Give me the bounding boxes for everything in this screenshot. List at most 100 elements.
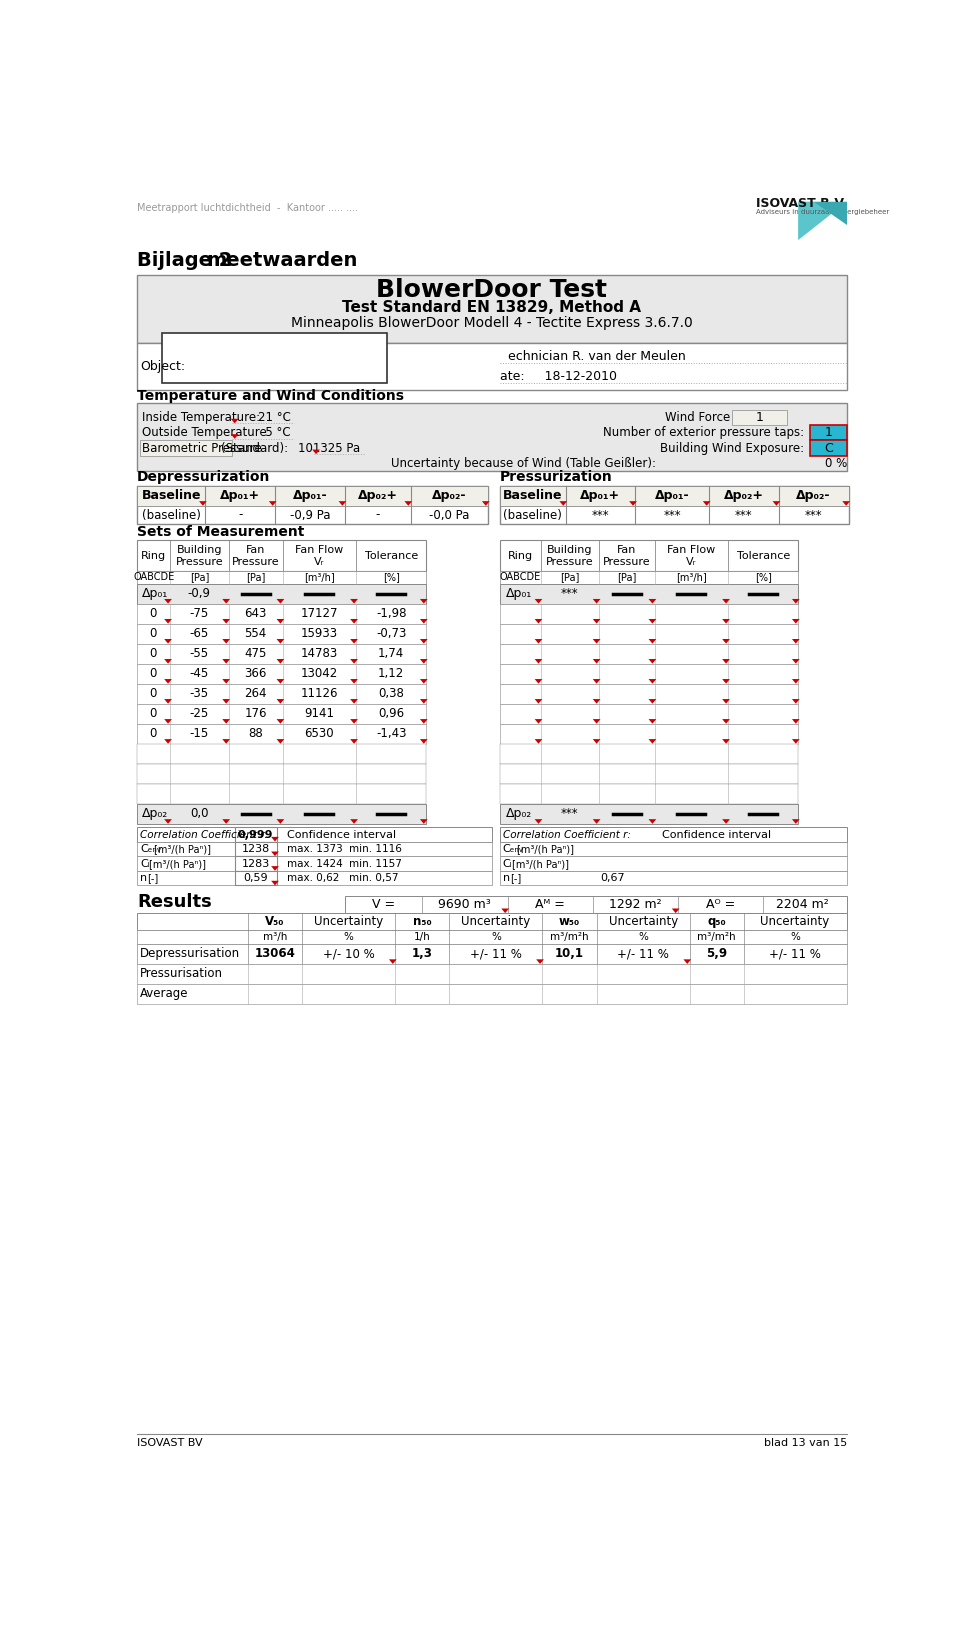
Text: %: % xyxy=(344,932,353,942)
Text: Cₑₙᵥ: Cₑₙᵥ xyxy=(140,844,161,854)
Text: 1: 1 xyxy=(756,411,763,424)
Bar xyxy=(137,404,847,471)
Bar xyxy=(809,425,847,440)
Text: Adviseurs in duurzaam energiebeheer: Adviseurs in duurzaam energiebeheer xyxy=(756,210,889,215)
Text: %: % xyxy=(638,932,648,942)
Text: 176: 176 xyxy=(245,707,267,720)
Text: Tolerance: Tolerance xyxy=(736,551,790,560)
Text: Tolerance: Tolerance xyxy=(365,551,418,560)
Text: Cₗ: Cₗ xyxy=(503,858,513,868)
Text: -65: -65 xyxy=(189,627,208,640)
Polygon shape xyxy=(199,502,206,505)
Text: 13042: 13042 xyxy=(300,668,338,681)
Polygon shape xyxy=(649,699,657,704)
Text: Aᴹ =: Aᴹ = xyxy=(535,898,565,911)
Bar xyxy=(137,643,426,663)
Polygon shape xyxy=(535,660,542,663)
Bar xyxy=(137,842,492,857)
Bar xyxy=(500,857,847,872)
Text: (baseline): (baseline) xyxy=(142,508,201,521)
Polygon shape xyxy=(271,852,278,857)
Text: n₅₀: n₅₀ xyxy=(413,915,432,929)
Text: [m³/(h Paⁿ)]: [m³/(h Paⁿ)] xyxy=(512,858,569,868)
Text: max. 1424: max. 1424 xyxy=(287,858,343,868)
Polygon shape xyxy=(792,639,800,643)
Bar xyxy=(500,583,798,604)
Polygon shape xyxy=(276,699,284,704)
Text: 101325 Pa: 101325 Pa xyxy=(299,441,360,454)
Text: 554: 554 xyxy=(245,627,267,640)
Polygon shape xyxy=(592,660,601,663)
Polygon shape xyxy=(722,699,730,704)
Text: Ring: Ring xyxy=(141,551,166,560)
Polygon shape xyxy=(792,599,800,604)
Text: 21 °C: 21 °C xyxy=(257,411,291,424)
Text: 14783: 14783 xyxy=(300,647,338,660)
Text: +/- 11 %: +/- 11 % xyxy=(617,948,669,961)
Text: 475: 475 xyxy=(245,647,267,660)
Text: 1238: 1238 xyxy=(242,844,270,854)
Polygon shape xyxy=(420,699,427,704)
Text: 0,59: 0,59 xyxy=(243,873,268,883)
Bar xyxy=(137,342,847,391)
Polygon shape xyxy=(560,502,567,505)
Bar xyxy=(500,643,798,663)
Polygon shape xyxy=(535,740,542,744)
Text: Baseline: Baseline xyxy=(141,489,201,502)
Polygon shape xyxy=(276,599,284,604)
Text: [m³/(h Paⁿ)]: [m³/(h Paⁿ)] xyxy=(155,844,211,854)
Bar xyxy=(137,684,426,704)
Bar xyxy=(500,704,798,723)
Bar xyxy=(500,663,798,684)
Bar xyxy=(500,485,849,505)
Bar xyxy=(500,784,798,803)
Text: Δp₀₁-: Δp₀₁- xyxy=(655,489,689,502)
Text: Cₗ: Cₗ xyxy=(140,858,150,868)
Text: Correlation Coefficient r:: Correlation Coefficient r: xyxy=(503,829,631,839)
Text: Building
Pressure: Building Pressure xyxy=(176,546,224,567)
Bar xyxy=(500,572,798,583)
Polygon shape xyxy=(722,679,730,684)
Polygon shape xyxy=(649,718,657,723)
Polygon shape xyxy=(649,819,657,824)
Text: BlowerDoor Test: BlowerDoor Test xyxy=(376,279,608,303)
Bar xyxy=(137,485,488,525)
Polygon shape xyxy=(164,639,172,643)
Bar xyxy=(162,334,387,383)
Text: C: C xyxy=(824,441,832,454)
Polygon shape xyxy=(649,679,657,684)
Text: 0 %: 0 % xyxy=(825,458,847,469)
Bar xyxy=(137,275,847,342)
Polygon shape xyxy=(276,660,284,663)
Text: 1,12: 1,12 xyxy=(378,668,404,681)
Text: min. 0,57: min. 0,57 xyxy=(348,873,398,883)
Text: 6530: 6530 xyxy=(304,727,334,740)
Text: (baseline): (baseline) xyxy=(503,508,563,521)
Text: Baseline: Baseline xyxy=(503,489,563,502)
Text: [Pa]: [Pa] xyxy=(190,572,209,583)
Polygon shape xyxy=(672,909,680,914)
Polygon shape xyxy=(350,639,358,643)
Text: 0: 0 xyxy=(150,627,157,640)
Polygon shape xyxy=(350,679,358,684)
Text: [Pa]: [Pa] xyxy=(561,572,580,583)
Polygon shape xyxy=(814,202,847,225)
Text: -0,73: -0,73 xyxy=(376,627,406,640)
Polygon shape xyxy=(420,639,427,643)
Polygon shape xyxy=(339,502,347,505)
Text: ate:     18-12-2010: ate: 18-12-2010 xyxy=(500,370,616,383)
Text: -35: -35 xyxy=(189,687,208,700)
Text: Δp₀₁+: Δp₀₁+ xyxy=(581,489,620,502)
Bar xyxy=(500,764,798,784)
Polygon shape xyxy=(649,599,657,604)
Polygon shape xyxy=(420,599,427,604)
Text: Cₑₙᵥ: Cₑₙᵥ xyxy=(503,844,524,854)
Polygon shape xyxy=(271,837,278,842)
Bar xyxy=(140,440,231,456)
Text: Δp₀₂-: Δp₀₂- xyxy=(432,489,467,502)
Polygon shape xyxy=(276,679,284,684)
Polygon shape xyxy=(350,619,358,624)
Text: Δp₀₂-: Δp₀₂- xyxy=(797,489,830,502)
Text: [Pa]: [Pa] xyxy=(246,572,265,583)
Text: Bijlage 2: Bijlage 2 xyxy=(137,251,232,270)
